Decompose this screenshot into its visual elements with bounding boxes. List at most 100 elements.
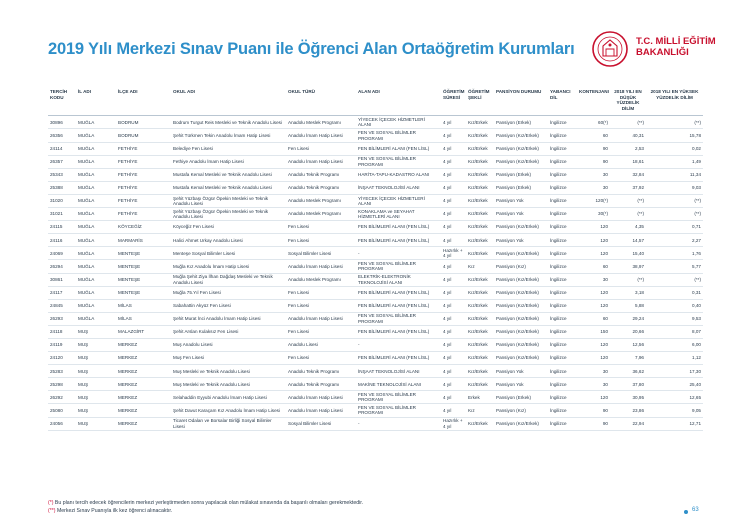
cell-ogretim-sekli: Kız/Erkek bbox=[466, 194, 494, 209]
cell-en-yuksek-dilim: 15,78 bbox=[646, 128, 703, 143]
cell-il-adi: MUŞ bbox=[76, 390, 116, 405]
cell-ogretim-sekli: Kız/Erkek bbox=[466, 181, 494, 195]
cell-en-yuksek-dilim: 12,71 bbox=[646, 417, 703, 431]
cell-ogretim-sekli: Kız/Erkek bbox=[466, 377, 494, 392]
cell-alan-adi: HARİTA-TAPU-KADASTRO ALANI bbox=[356, 168, 441, 182]
cell-tercih-kodu: 24118 bbox=[48, 325, 76, 339]
cell-yabanci-dil: İngilizce bbox=[548, 312, 577, 326]
cell-kontenjan: 90 bbox=[577, 417, 610, 431]
cell-alan-adi: FEN VE SOSYAL BİLİMLER PROGRAMI bbox=[356, 312, 441, 326]
cell-tercih-kodu: 24114 bbox=[48, 142, 76, 156]
cell-tercih-kodu: 24056 bbox=[48, 417, 76, 431]
cell-ogretim-sekli: Kız/Erkek bbox=[466, 364, 494, 379]
cell-okul-turu: Anadolu İmam Hatip Lisesi bbox=[286, 155, 356, 169]
cell-tercih-kodu: 25283 bbox=[48, 364, 76, 379]
cell-yabanci-dil: İngilizce bbox=[548, 273, 577, 287]
cell-yabanci-dil: İngilizce bbox=[548, 390, 577, 405]
table-row: 24114 MUĞLA FETHİYE Belediye Fen Lisesi Fen … bbox=[48, 142, 703, 156]
cell-okul-turu: Fen Lisesi bbox=[286, 220, 356, 235]
table-row: 31021 MUĞLA FETHİYE Şehit Yüzbaşı Özgür Öpe… bbox=[48, 207, 703, 222]
cell-en-dusuk-dilim: 37,80 bbox=[610, 377, 646, 392]
cell-ilce-adi: FETHİYE bbox=[116, 207, 171, 222]
cell-en-yuksek-dilim: 1,76 bbox=[646, 246, 703, 261]
cell-il-adi: MUĞLA bbox=[76, 115, 116, 130]
cell-ogretim-sekli: Kız/Erkek bbox=[466, 142, 494, 156]
cell-en-dusuk-dilim: 12,56 bbox=[610, 338, 646, 353]
cell-en-yuksek-dilim: 9,05 bbox=[646, 403, 703, 418]
cell-en-dusuk-dilim: 2,53 bbox=[610, 142, 646, 156]
cell-il-adi: MUĞLA bbox=[76, 259, 116, 274]
cell-yabanci-dil: İngilizce bbox=[548, 351, 577, 366]
cell-kontenjan: 90 bbox=[577, 155, 610, 169]
cell-alan-adi: KONAKLAMA ve SEYAHAT HİZMETLERİ ALANI bbox=[356, 207, 441, 222]
cell-tercih-kodu: 26292 bbox=[48, 390, 76, 405]
cell-okul-adi: Sabahattin Akyüz Fen Lisesi bbox=[171, 299, 286, 313]
cell-en-dusuk-dilim: (**) bbox=[610, 273, 646, 287]
cell-pansiyon-durumu: Pansiyon (Kız/Erkek) bbox=[494, 286, 548, 300]
cell-yabanci-dil: İngilizce bbox=[548, 364, 577, 379]
table-row: 26357 MUĞLA FETHİYE Fethiye Anadolu İmam Ha… bbox=[48, 155, 703, 169]
cell-ogretim-sekli: Kız/Erkek bbox=[466, 312, 494, 326]
cell-il-adi: MUĞLA bbox=[76, 168, 116, 182]
cell-il-adi: MUŞ bbox=[76, 351, 116, 366]
cell-pansiyon-durumu: Pansiyon Yok bbox=[494, 377, 548, 392]
footnotes: (*) Bu planı tercih edecek öğrencilerin … bbox=[48, 499, 363, 515]
cell-pansiyon-durumu: Pansiyon (Kız/Erkek) bbox=[494, 338, 548, 353]
cell-pansiyon-durumu: Pansiyon (Erkek) bbox=[494, 115, 548, 130]
cell-ogretim-suresi: 4 yıl bbox=[441, 194, 466, 209]
cell-alan-adi: FEN BİLİMLERİ ALANI (FEN LİSL) bbox=[356, 286, 441, 300]
cell-en-dusuk-dilim: 23,86 bbox=[610, 403, 646, 418]
column-header: İLÇE ADI bbox=[116, 86, 171, 117]
cell-okul-adi: Mustafa Kemal Mesleki ve Teknik Anadolu … bbox=[171, 181, 286, 195]
column-header: PANSİYON DURUMU bbox=[494, 86, 548, 117]
cell-ilce-adi: BODRUM bbox=[116, 128, 171, 143]
column-header: ÖĞRETİM ŞEKLİ bbox=[466, 86, 494, 117]
cell-okul-adi: Muş Fen Lisesi bbox=[171, 351, 286, 366]
cell-kontenjan: 120 bbox=[577, 246, 610, 261]
cell-il-adi: MUŞ bbox=[76, 338, 116, 353]
cell-ogretim-sekli: Kız/Erkek bbox=[466, 417, 494, 431]
cell-ogretim-sekli: Kız/Erkek bbox=[466, 207, 494, 222]
table-row: 25388 MUĞLA FETHİYE Mustafa Kemal Mesleki v… bbox=[48, 181, 703, 195]
cell-pansiyon-durumu: Pansiyon Yok bbox=[494, 207, 548, 222]
cell-ogretim-suresi: 4 yıl bbox=[441, 181, 466, 195]
cell-yabanci-dil: İngilizce bbox=[548, 115, 577, 130]
cell-il-adi: MUŞ bbox=[76, 417, 116, 431]
cell-pansiyon-durumu: Pansiyon (Kız/Erkek) bbox=[494, 351, 548, 366]
cell-yabanci-dil: İngilizce bbox=[548, 168, 577, 182]
cell-ogretim-suresi: 4 yıl bbox=[441, 155, 466, 169]
cell-tercih-kodu: 24115 bbox=[48, 220, 76, 235]
table-row: 25298 MUŞ MERKEZ Muş Mesleki ve Teknik Anad… bbox=[48, 377, 703, 392]
cell-ogretim-suresi: 4 yıl bbox=[441, 403, 466, 418]
cell-il-adi: MUĞLA bbox=[76, 286, 116, 300]
cell-il-adi: MUĞLA bbox=[76, 273, 116, 287]
cell-okul-adi: Muğla 75.Yıl Fen Lisesi bbox=[171, 286, 286, 300]
table-row: 24845 MUĞLA MİLAS Sabahattin Akyüz Fen Lise… bbox=[48, 299, 703, 313]
cell-okul-turu: Fen Lisesi bbox=[286, 286, 356, 300]
cell-en-yuksek-dilim: 6,00 bbox=[646, 338, 703, 353]
cell-okul-turu: Fen Lisesi bbox=[286, 351, 356, 366]
cell-kontenjan: 90 bbox=[577, 142, 610, 156]
cell-ogretim-suresi: Hazırlık + 4 yıl bbox=[441, 246, 466, 261]
cell-alan-adi: - bbox=[356, 246, 441, 261]
cell-ogretim-suresi: 4 yıl bbox=[441, 377, 466, 392]
cell-okul-turu: Anadolu Teknik Programı bbox=[286, 377, 356, 392]
cell-pansiyon-durumu: Pansiyon (Kız/Erkek) bbox=[494, 312, 548, 326]
cell-ogretim-suresi: 4 yıl bbox=[441, 390, 466, 405]
cell-en-dusuk-dilim: (**) bbox=[610, 115, 646, 130]
cell-tercih-kodu: 25298 bbox=[48, 377, 76, 392]
cell-okul-turu: Anadolu İmam Hatip Lisesi bbox=[286, 259, 356, 274]
column-header: 2018 YILI EN YÜKSEK YÜZDELİK DİLİM bbox=[646, 86, 703, 117]
cell-en-dusuk-dilim: (**) bbox=[610, 207, 646, 222]
table-body: 30896 MUĞLA BODRUM Bodrum Turgut Reis Mesle… bbox=[48, 115, 703, 431]
cell-ogretim-sekli: Kız/Erkek bbox=[466, 128, 494, 143]
cell-ogretim-suresi: 4 yıl bbox=[441, 128, 466, 143]
footnote-2-marker: (**) bbox=[48, 508, 56, 514]
cell-pansiyon-durumu: Pansiyon (Kız/Erkek) bbox=[494, 246, 548, 261]
cell-il-adi: MUĞLA bbox=[76, 155, 116, 169]
cell-alan-adi: FEN BİLİMLERİ ALANI (FEN LİSL) bbox=[356, 325, 441, 339]
logo-line-2: BAKANLIĞI bbox=[636, 47, 689, 58]
cell-okul-turu: Anadolu Teknik Programı bbox=[286, 168, 356, 182]
cell-en-dusuk-dilim: 4,35 bbox=[610, 220, 646, 235]
cell-tercih-kodu: 31020 bbox=[48, 194, 76, 209]
